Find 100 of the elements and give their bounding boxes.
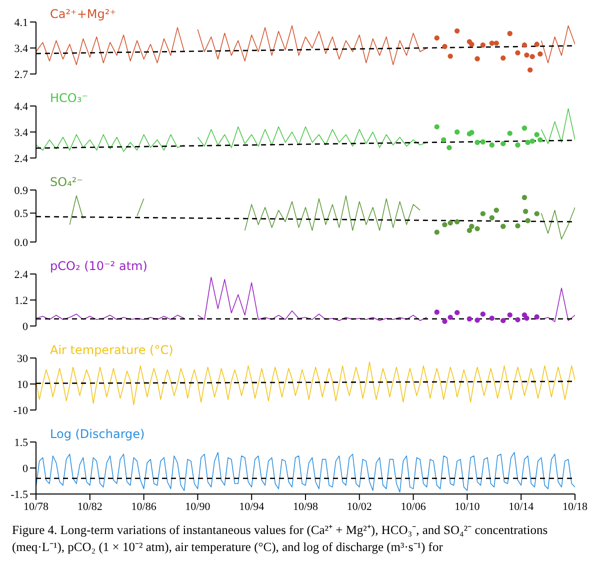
x-tick-label: 10/02 — [346, 500, 372, 513]
point — [489, 142, 495, 148]
point — [474, 318, 480, 323]
chart-title: Log (Discharge) — [50, 427, 145, 441]
point — [434, 124, 440, 130]
x-tick-label: 10/78 — [23, 500, 50, 513]
point — [489, 215, 495, 220]
point — [448, 54, 453, 59]
y-tick-label: 3.4 — [14, 126, 28, 139]
chart-title: Air temperature (°C) — [50, 343, 174, 357]
point — [480, 42, 486, 48]
x-tick-label: 10/18 — [562, 500, 588, 513]
point — [454, 129, 460, 135]
x-tick-label: 10/94 — [239, 500, 265, 513]
point — [489, 40, 495, 46]
point — [515, 50, 520, 56]
point — [494, 40, 499, 46]
point — [442, 44, 448, 50]
point — [522, 42, 528, 48]
point — [515, 142, 520, 148]
point — [515, 317, 520, 322]
y-tick-label: 3.4 — [14, 42, 28, 55]
point — [480, 139, 486, 144]
x-tick-label: 10/82 — [77, 500, 102, 513]
point — [469, 130, 474, 136]
y-tick-label: 0.0 — [14, 236, 28, 249]
x-tick-label: 10/10 — [454, 500, 480, 513]
x-tick-label: 10/90 — [185, 500, 211, 513]
y-tick-label: 0.9 — [14, 184, 28, 197]
point — [474, 226, 480, 232]
point — [466, 228, 472, 234]
point — [500, 318, 506, 324]
y-tick-label: 30 — [17, 352, 28, 365]
point — [434, 35, 440, 41]
point — [441, 137, 446, 142]
point — [534, 132, 540, 138]
point — [480, 211, 486, 216]
x-tick-label: 10/86 — [131, 500, 157, 513]
chart-title: HCO₃⁻ — [50, 91, 88, 105]
point — [500, 141, 506, 146]
point — [480, 311, 486, 317]
point — [534, 211, 540, 216]
point — [454, 219, 460, 224]
point — [474, 140, 480, 145]
point — [494, 208, 499, 213]
y-tick-label: -10 — [13, 404, 28, 417]
point — [538, 137, 543, 142]
point — [522, 126, 528, 131]
point — [474, 56, 480, 62]
y-tick-label: 4.4 — [14, 100, 28, 113]
point — [530, 138, 535, 144]
y-tick-label: 2.4 — [14, 152, 28, 165]
x-tick-label: 10/14 — [508, 500, 534, 513]
y-tick-label: 1.5 — [14, 436, 28, 449]
y-tick-label: 4.1 — [14, 16, 28, 29]
point — [534, 42, 540, 47]
y-tick-label: 10 — [17, 378, 28, 391]
y-tick-label: 0 — [22, 462, 28, 475]
point — [448, 314, 453, 320]
chart-title: SO₄²⁻ — [50, 175, 84, 189]
point — [434, 230, 440, 235]
point — [522, 194, 528, 200]
y-tick-label: 1.2 — [14, 294, 28, 307]
point — [527, 67, 533, 73]
point — [534, 314, 540, 320]
point — [525, 218, 530, 224]
point — [500, 224, 506, 229]
y-tick-label: 0.5 — [14, 208, 28, 220]
caption: Figure 4. Long-term variations of instantaneous values for (Ca²⁺ + Mg²⁺), HCO₃⁻, and SO₄²⁻ concentrations (meq·L⁻¹), pCO₂ (1 × 10⁻² atm), air temperature (°C), and log of discharge (m³·s⁻¹) for — [12, 522, 549, 556]
point — [507, 312, 512, 318]
point — [524, 52, 530, 58]
point — [525, 140, 530, 145]
point — [538, 51, 543, 57]
y-tick-label: -1.5 — [10, 488, 28, 501]
point — [515, 223, 520, 228]
chart-title: pCO₂ (10⁻² atm) — [50, 259, 148, 273]
point — [530, 54, 535, 60]
point — [524, 316, 530, 321]
point — [454, 28, 460, 34]
point — [434, 310, 440, 315]
x-tick-label: 10/98 — [292, 500, 319, 513]
point — [500, 55, 506, 61]
point — [507, 30, 512, 36]
point — [442, 318, 448, 324]
point — [446, 145, 452, 150]
point — [522, 208, 528, 214]
x-tick-label: 10/06 — [400, 500, 426, 513]
line-series — [36, 362, 575, 406]
chart-title: Ca²⁺+Mg²⁺ — [50, 7, 116, 21]
point — [469, 42, 474, 47]
y-tick-label: 0 — [22, 320, 28, 333]
y-tick-label: 2.7 — [14, 68, 28, 81]
point — [466, 316, 472, 322]
point — [454, 310, 460, 316]
point — [469, 224, 474, 229]
y-tick-label: 2.4 — [14, 268, 28, 281]
point — [507, 130, 512, 136]
point — [442, 222, 448, 228]
point — [448, 220, 453, 226]
point — [489, 316, 495, 321]
